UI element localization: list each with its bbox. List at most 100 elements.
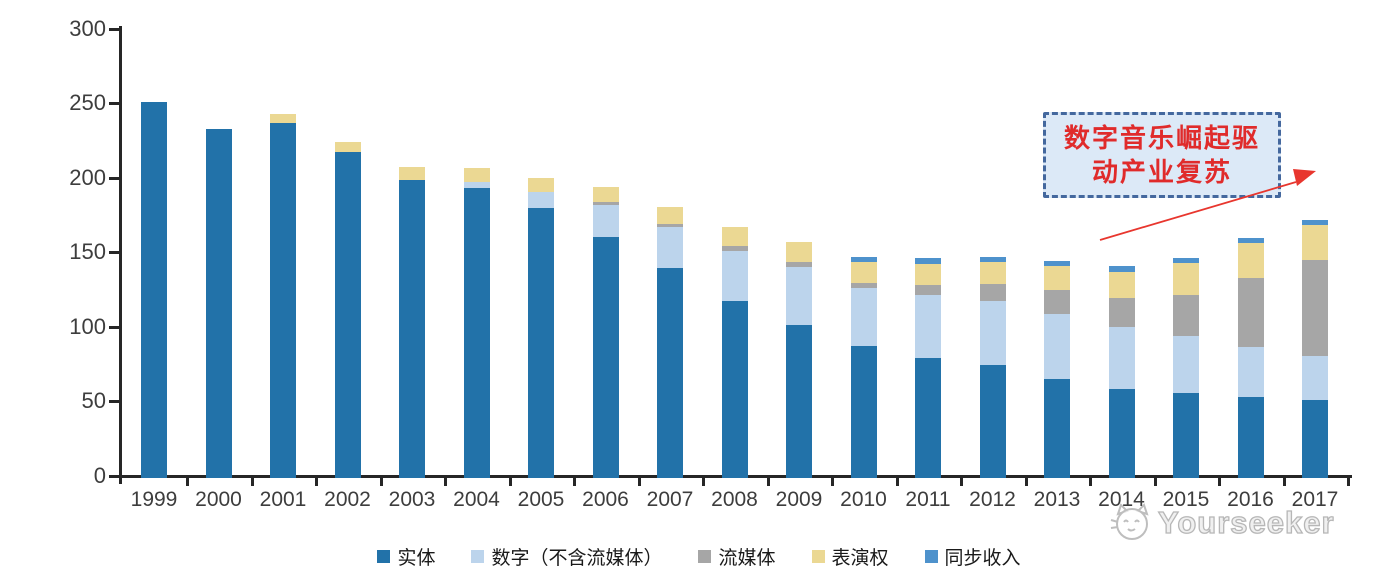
bar-2013	[1044, 261, 1070, 478]
bar-segment-实体	[205, 129, 232, 478]
x-tick-label: 2010	[840, 488, 887, 511]
bar-segment-表演权	[786, 241, 812, 262]
watermark: Yourseeker	[1108, 500, 1335, 546]
bar-2000	[205, 129, 232, 478]
bar-segment-同步收入	[1173, 258, 1199, 264]
bar-segment-实体	[1108, 388, 1135, 478]
bar-segment-实体	[334, 151, 361, 478]
x-tick-label: 2013	[1033, 488, 1081, 511]
bar-2011	[915, 258, 941, 478]
bar-segment-实体	[463, 188, 490, 478]
bar-segment-表演权	[850, 261, 877, 283]
bar-segment-同步收入	[850, 256, 877, 262]
y-tick-label: 100	[69, 313, 106, 339]
x-tick-label: 2014	[1098, 488, 1145, 511]
y-tick-label: 50	[81, 388, 106, 414]
bar-segment-实体	[592, 236, 619, 478]
x-tick-mark	[895, 478, 899, 486]
x-tick-label: 2008	[711, 488, 758, 511]
yourseeker-logo-icon	[1110, 503, 1149, 540]
x-tick-mark	[1282, 478, 1286, 486]
bar-segment-同步收入	[1302, 220, 1328, 226]
bar-segment-表演权	[399, 167, 425, 180]
legend-swatch	[924, 550, 938, 563]
x-tick-label: 2005	[517, 488, 565, 511]
x-tick-label: 2007	[646, 488, 694, 511]
bar-segment-流媒体	[850, 282, 877, 288]
bar-segment-表演权	[1302, 225, 1328, 261]
x-tick-label: 2004	[453, 488, 500, 511]
annotation-text-line2: 动产业复苏	[1091, 157, 1232, 187]
annotation-text-line1: 数字音乐崛起驱	[1063, 123, 1260, 153]
bar-segment-实体	[528, 208, 554, 478]
bar-2014	[1108, 266, 1135, 478]
x-tick-mark	[250, 478, 254, 486]
bar-segment-流媒体	[786, 261, 812, 268]
x-tick-label: 2017	[1291, 488, 1339, 511]
bar-segment-数字（不含流媒体）	[657, 226, 683, 268]
legend-swatch	[377, 550, 391, 563]
bar-2010	[850, 256, 877, 478]
bar-segment-表演权	[270, 114, 296, 124]
bar-segment-数字（不含流媒体）	[1044, 314, 1070, 379]
legend-item-0: 实体	[377, 543, 435, 570]
y-tick-mark	[109, 27, 119, 31]
bar-2012	[979, 256, 1006, 478]
watermark-text: Yourseeker	[1157, 504, 1335, 540]
bar-segment-实体	[1173, 393, 1199, 478]
bar-segment-表演权	[528, 178, 554, 192]
x-tick-mark	[315, 478, 319, 486]
legend-item-2: 流媒体	[698, 543, 776, 570]
x-tick-mark	[766, 478, 770, 486]
bar-2003	[399, 167, 425, 478]
bar-segment-流媒体	[1173, 294, 1199, 337]
legend-label: 数字（不含流媒体）	[491, 548, 663, 569]
bar-segment-数字（不含流媒体）	[1108, 327, 1135, 389]
legend-item-3: 表演权	[811, 543, 889, 570]
x-tick-label: 2016	[1227, 488, 1274, 511]
y-tick-mark	[109, 475, 119, 478]
y-tick-mark	[109, 102, 119, 106]
bar-2007	[657, 207, 683, 478]
x-tick-mark	[1218, 478, 1222, 486]
bar-segment-表演权	[1173, 263, 1199, 295]
bar-segment-流媒体	[915, 284, 941, 295]
bar-segment-实体	[657, 267, 683, 478]
legend-swatch	[698, 550, 712, 563]
bar-segment-表演权	[592, 187, 619, 203]
bar-segment-表演权	[334, 141, 361, 152]
x-tick-label: 2012	[969, 488, 1016, 511]
bar-segment-实体	[141, 102, 167, 478]
bar-2002	[334, 141, 361, 478]
bar-2015	[1173, 258, 1199, 478]
x-tick-mark	[1024, 478, 1028, 486]
y-tick-mark	[109, 325, 119, 329]
y-tick-label: 0	[93, 463, 106, 488]
bar-segment-表演权	[915, 264, 941, 285]
bar-segment-同步收入	[979, 256, 1006, 262]
x-tick-label: 2003	[388, 488, 436, 511]
bar-segment-实体	[270, 123, 296, 478]
x-tick-mark	[1153, 478, 1157, 486]
bar-segment-实体	[915, 358, 941, 478]
x-tick-label: 2009	[775, 488, 823, 511]
bar-2009	[786, 241, 812, 478]
x-tick-mark	[573, 478, 577, 486]
bar-segment-数字（不含流媒体）	[721, 251, 748, 302]
x-tick-label: 2015	[1162, 488, 1210, 511]
bar-segment-数字（不含流媒体）	[1237, 346, 1264, 397]
y-tick-label: 150	[69, 239, 106, 265]
bar-segment-表演权	[721, 226, 748, 247]
bar-segment-实体	[979, 365, 1006, 478]
x-tick-mark	[831, 478, 835, 486]
bar-1999	[141, 102, 167, 478]
bar-segment-同步收入	[915, 258, 941, 265]
x-tick-mark	[508, 478, 512, 486]
x-tick-label: 1999	[130, 488, 178, 511]
x-tick-mark	[444, 478, 448, 486]
bar-segment-流媒体	[1108, 298, 1135, 328]
annotation-box: 数字音乐崛起驱 动产业复苏	[1043, 112, 1281, 198]
bar-segment-数字（不含流媒体）	[592, 205, 619, 237]
bar-segment-流媒体	[1237, 277, 1264, 347]
